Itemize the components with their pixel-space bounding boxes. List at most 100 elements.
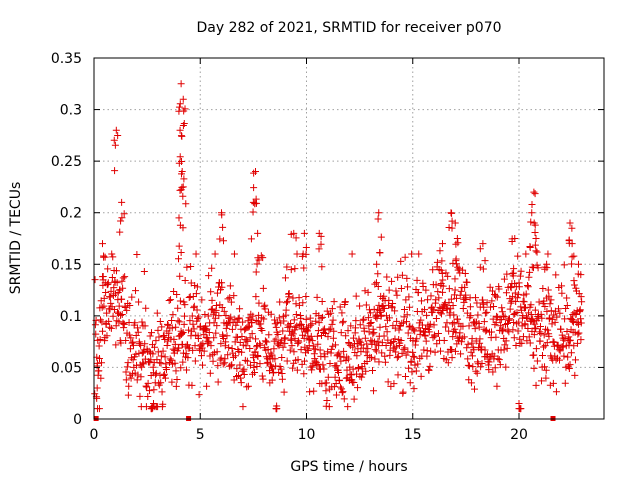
data-point xyxy=(562,304,570,312)
data-point xyxy=(390,380,398,388)
data-point xyxy=(95,355,103,363)
data-point xyxy=(292,300,300,308)
data-point xyxy=(531,241,539,249)
data-point xyxy=(180,320,188,328)
data-point xyxy=(188,312,196,320)
data-point xyxy=(319,313,327,321)
data-point xyxy=(193,306,201,314)
data-point xyxy=(565,333,573,341)
data-point xyxy=(516,272,524,280)
data-point xyxy=(375,301,383,309)
data-point xyxy=(389,299,397,307)
data-point xyxy=(544,250,552,258)
data-point xyxy=(175,344,183,352)
data-point xyxy=(369,367,377,375)
data-point xyxy=(160,331,168,339)
data-point xyxy=(358,373,366,381)
data-point xyxy=(119,274,127,282)
data-point xyxy=(275,342,283,350)
data-point xyxy=(159,332,167,340)
data-point xyxy=(563,302,571,310)
data-point xyxy=(293,322,301,330)
chart-title: Day 282 of 2021, SRMTID for receiver p07… xyxy=(196,20,501,36)
data-point xyxy=(134,371,142,379)
data-point xyxy=(565,341,573,349)
data-point xyxy=(541,263,549,271)
data-point xyxy=(181,105,189,113)
data-point xyxy=(508,238,516,246)
data-point xyxy=(449,302,457,310)
data-point xyxy=(127,354,135,362)
data-point xyxy=(466,303,474,311)
data-point xyxy=(575,260,582,268)
data-point xyxy=(281,334,289,342)
data-point xyxy=(439,240,446,248)
data-point xyxy=(529,315,537,323)
data-point xyxy=(404,348,412,356)
data-point xyxy=(228,361,236,369)
data-point xyxy=(150,400,157,408)
data-point xyxy=(402,351,410,359)
data-point xyxy=(564,353,572,361)
data-point xyxy=(526,242,534,250)
data-point xyxy=(127,374,135,382)
data-point xyxy=(375,209,383,217)
data-point xyxy=(393,354,401,362)
data-point xyxy=(295,294,303,302)
data-point xyxy=(175,242,183,250)
data-point xyxy=(429,266,437,274)
data-point xyxy=(438,257,446,265)
data-point xyxy=(384,378,392,386)
data-point xyxy=(530,331,538,339)
data-point xyxy=(296,320,304,328)
data-point xyxy=(103,332,111,340)
data-point xyxy=(493,382,501,390)
data-point xyxy=(256,341,264,349)
data-point xyxy=(252,293,260,301)
data-point xyxy=(137,373,145,381)
data-point xyxy=(445,285,453,293)
data-point xyxy=(416,327,424,335)
data-point xyxy=(399,319,407,327)
data-point xyxy=(145,347,153,355)
data-point xyxy=(106,293,114,301)
data-point xyxy=(333,362,341,370)
data-point xyxy=(181,301,189,309)
data-point xyxy=(468,335,476,343)
data-point xyxy=(340,395,348,403)
data-point xyxy=(318,298,326,306)
data-point xyxy=(374,337,382,345)
data-point xyxy=(385,286,393,294)
data-point xyxy=(437,347,445,355)
data-point xyxy=(307,321,315,329)
data-point xyxy=(226,294,234,302)
data-point xyxy=(169,345,177,353)
data-point xyxy=(308,337,316,345)
data-point xyxy=(414,360,422,368)
data-point xyxy=(315,229,323,237)
data-point xyxy=(140,267,148,275)
data-point xyxy=(104,265,112,273)
data-point xyxy=(150,386,158,394)
data-point xyxy=(291,323,299,331)
data-point xyxy=(493,293,501,301)
data-point xyxy=(198,296,206,304)
data-point xyxy=(447,295,455,303)
data-point xyxy=(92,330,100,338)
data-point xyxy=(179,358,187,366)
data-point xyxy=(566,336,574,344)
data-point xyxy=(221,355,229,363)
data-point xyxy=(118,198,126,206)
data-point xyxy=(308,366,316,374)
data-point xyxy=(485,358,493,366)
data-point xyxy=(132,287,140,295)
data-point xyxy=(537,377,545,385)
data-point xyxy=(237,379,245,387)
data-point xyxy=(93,384,101,392)
data-point xyxy=(392,343,400,351)
data-point xyxy=(181,277,189,285)
data-point xyxy=(217,354,225,362)
data-point xyxy=(397,257,405,265)
data-point xyxy=(398,349,406,357)
data-point xyxy=(541,363,549,371)
